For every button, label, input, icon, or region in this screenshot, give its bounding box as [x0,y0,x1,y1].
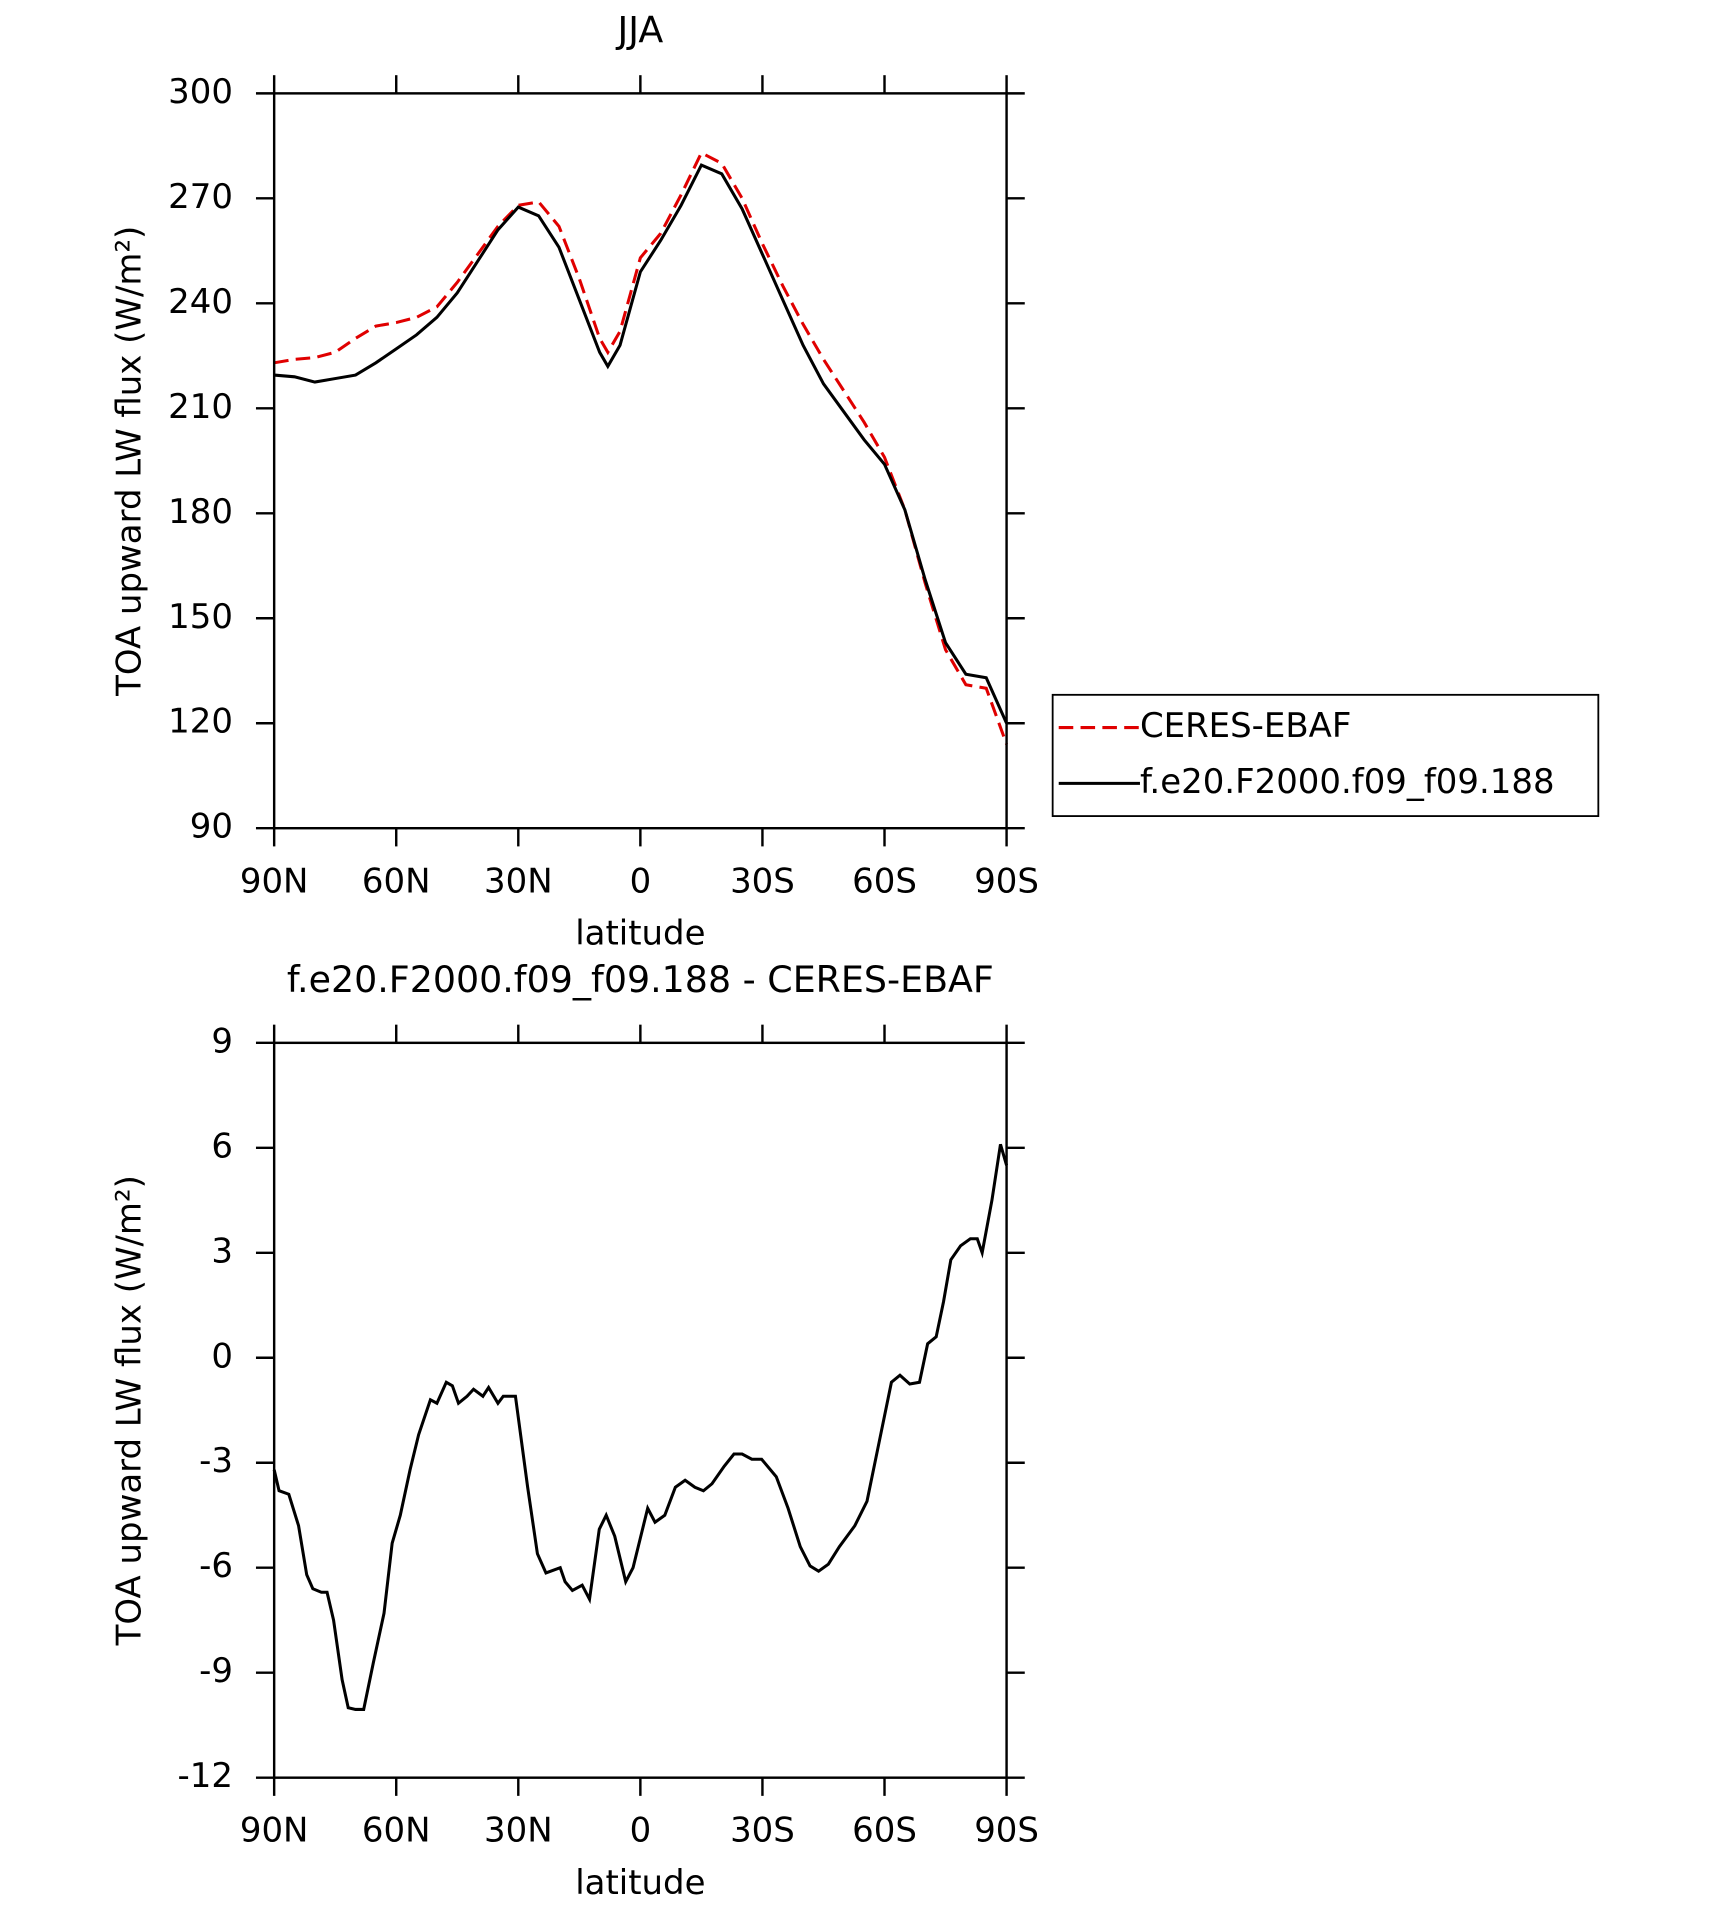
plot-frame [272,1041,1008,1779]
x-axis-label: latitude [575,913,705,953]
plot-frame [272,92,1008,830]
x-tick-label: 60S [852,1811,917,1851]
y-tick-label: 210 [168,387,233,427]
y-axis-label: TOA upward LW flux (W/m²) [110,226,150,697]
legend-label: f.e20.F2000.f09_f09.188 [1140,762,1555,802]
y-tick-label: 120 [168,702,233,742]
y-tick-label: 6 [211,1126,233,1166]
legend-box [1051,693,1600,817]
x-tick-label: 60N [362,1811,431,1851]
y-tick-label: 9 [211,1021,233,1061]
y-axis-label: TOA upward LW flux (W/m²) [110,1175,150,1646]
data-line [272,1143,1009,1711]
y-tick-label: 270 [168,177,233,217]
y-tick-label: -12 [177,1756,232,1796]
x-tick-label: 90S [974,861,1039,901]
x-tick-label: 60N [362,861,431,901]
y-tick-label: -3 [199,1441,233,1481]
chart-title: f.e20.F2000.f09_f09.188 - CERES-EBAF [287,958,994,1001]
y-tick-label: 3 [211,1231,233,1271]
y-tick-label: -9 [199,1651,233,1691]
x-tick-label: 90S [974,1811,1039,1851]
x-tick-label: 30N [484,1811,553,1851]
x-tick-label: 0 [630,1811,652,1851]
x-tick-label: 90N [240,861,309,901]
y-tick-label: 90 [190,807,233,847]
chart-title: JJA [616,9,664,52]
y-tick-label: 180 [168,492,233,532]
x-tick-label: 30S [730,861,795,901]
y-tick-label: -6 [199,1546,233,1586]
legend-label: CERES-EBAF [1140,706,1351,746]
x-tick-label: 90N [240,1811,309,1851]
data-line [274,163,1008,724]
x-tick-label: 60S [852,861,917,901]
x-tick-label: 0 [630,861,652,901]
x-tick-label: 30S [730,1811,795,1851]
y-tick-label: 150 [168,597,233,637]
y-tick-label: 240 [168,282,233,322]
y-tick-label: 0 [211,1336,233,1376]
x-tick-label: 30N [484,861,553,901]
x-axis-label: latitude [575,1863,705,1903]
data-line [273,150,1009,745]
y-tick-label: 300 [168,72,233,112]
